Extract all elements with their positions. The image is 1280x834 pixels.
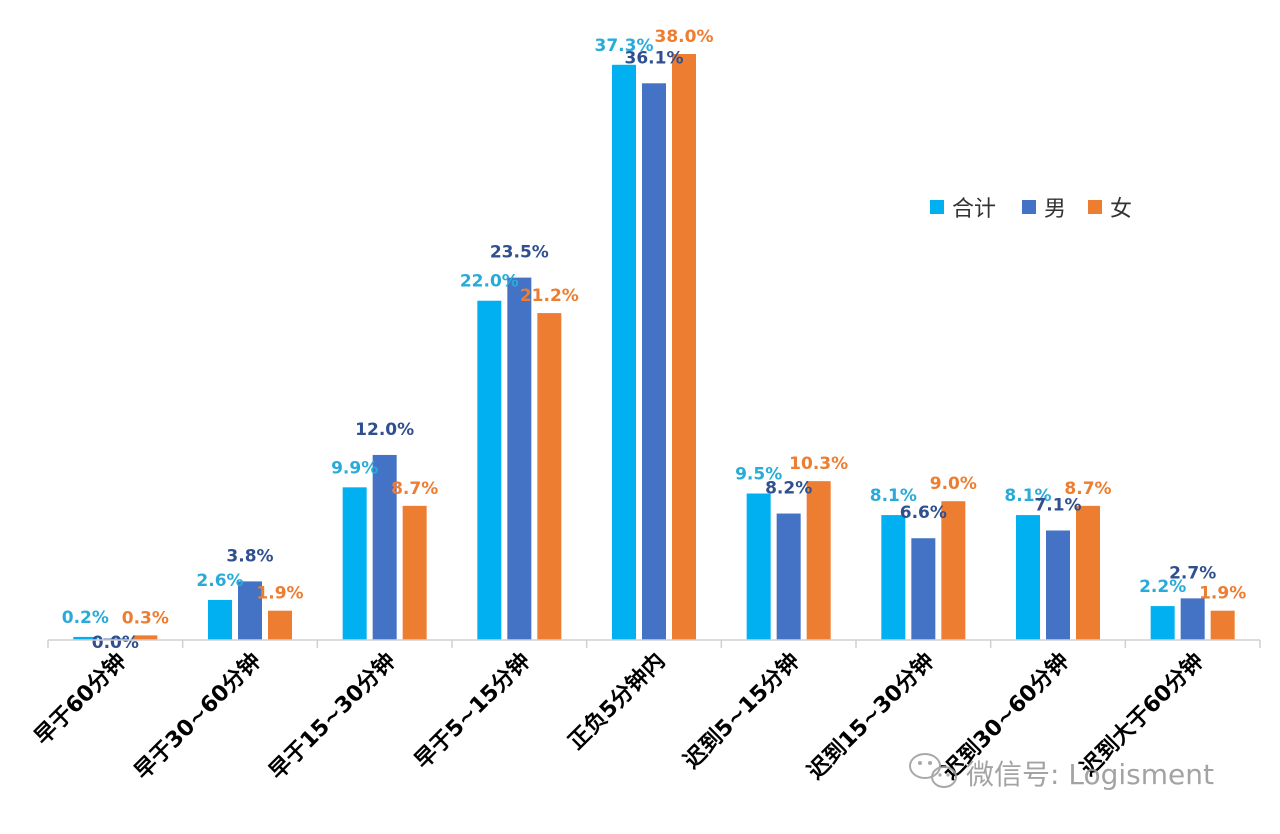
value-labels-layer: 0.2% 0.0% 0.3% 2.6% 3.8% 1.9% 9.9% 12.0% 8.7% 22.…: [62, 27, 1246, 653]
bar-合计-迟到5~15分钟: [746, 493, 771, 640]
data-label-合计: 2.6%: [196, 571, 243, 591]
data-label-男: 8.2%: [765, 479, 812, 499]
category-label: 早于30~60分钟: [129, 648, 266, 785]
bar-男-迟到大于60分钟: [1180, 598, 1205, 640]
data-label-女: 9.0%: [930, 474, 977, 494]
bar-男-正负5分钟内: [642, 83, 666, 641]
bar-合计-早于30~60分钟: [208, 599, 232, 640]
data-label-女: 0.3%: [122, 608, 169, 628]
data-label-男: 0.0%: [92, 633, 139, 653]
category-label: 迟到5~15分钟: [679, 648, 805, 774]
bar-男-迟到5~15分钟: [776, 513, 801, 640]
legend-label-男: 男: [1044, 197, 1066, 222]
data-label-女: 8.7%: [391, 479, 438, 499]
data-label-女: 21.2%: [520, 286, 579, 306]
data-label-女: 1.9%: [256, 584, 303, 604]
bar-合计-早于60分钟: [73, 636, 98, 640]
category-label: 早于15~30分钟: [264, 648, 401, 785]
data-label-合计: 8.1%: [870, 486, 917, 506]
legend: 合计 男 女: [930, 197, 1132, 222]
bar-女-早于30~60分钟: [268, 610, 292, 640]
bars-layer: [73, 54, 1235, 641]
data-label-男: 3.8%: [226, 546, 273, 566]
data-label-女: 10.3%: [789, 454, 848, 474]
bar-女-早于15~30分钟: [402, 505, 427, 640]
bar-女-正负5分钟内: [672, 54, 696, 640]
bar-合计-迟到30~60分钟: [1016, 515, 1040, 640]
bar-女-迟到15~30分钟: [941, 501, 966, 640]
bar-女-早于5~15分钟: [537, 313, 562, 640]
data-label-合计: 8.1%: [1004, 486, 1051, 506]
data-label-女: 38.0%: [655, 27, 714, 47]
category-label: 早于60分钟: [29, 648, 131, 750]
legend-swatch-女: [1088, 200, 1102, 214]
bar-男-早于5~15分钟: [507, 277, 532, 640]
data-label-合计: 22.0%: [460, 272, 519, 292]
watermark: 微信号: Logisment: [909, 753, 1214, 791]
bar-合计-正负5分钟内: [612, 64, 636, 640]
bar-男-早于30~60分钟: [238, 581, 262, 640]
data-label-男: 12.0%: [355, 420, 414, 440]
data-label-男: 2.7%: [1169, 563, 1216, 583]
bar-女-迟到大于60分钟: [1210, 610, 1235, 640]
data-label-合计: 9.5%: [735, 465, 782, 485]
bar-女-迟到5~15分钟: [806, 481, 831, 640]
bar-男-早于15~30分钟: [372, 454, 397, 640]
wechat-icon: [909, 753, 957, 788]
data-label-女: 8.7%: [1064, 479, 1111, 499]
bar-合计-迟到15~30分钟: [881, 515, 906, 640]
bar-合计-迟到大于60分钟: [1150, 606, 1175, 640]
data-label-男: 7.1%: [1034, 496, 1081, 516]
data-label-男: 23.5%: [490, 243, 549, 263]
bar-女-早于60分钟: [133, 635, 158, 640]
data-label-合计: 37.3%: [595, 36, 654, 56]
bar-合计-早于5~15分钟: [477, 300, 502, 640]
category-label: 早于5~15分钟: [409, 648, 535, 774]
data-label-合计: 0.2%: [62, 608, 109, 628]
legend-swatch-合计: [930, 200, 944, 214]
bar-男-迟到30~60分钟: [1046, 530, 1070, 640]
legend-label-合计: 合计: [952, 197, 996, 222]
category-label: 正负5分钟内: [563, 648, 670, 755]
bar-男-迟到15~30分钟: [911, 538, 936, 640]
data-label-男: 36.1%: [625, 48, 684, 68]
legend-swatch-男: [1022, 200, 1036, 214]
data-label-合计: 9.9%: [331, 458, 378, 478]
data-label-合计: 2.2%: [1139, 577, 1186, 597]
bar-女-迟到30~60分钟: [1076, 505, 1100, 640]
x-axis-ticks: [47, 640, 1261, 648]
legend-label-女: 女: [1110, 197, 1132, 222]
bar-合计-早于15~30分钟: [342, 487, 367, 640]
data-label-女: 1.9%: [1199, 584, 1246, 604]
data-label-男: 6.6%: [900, 503, 947, 523]
watermark-text: 微信号: Logisment: [966, 758, 1214, 791]
